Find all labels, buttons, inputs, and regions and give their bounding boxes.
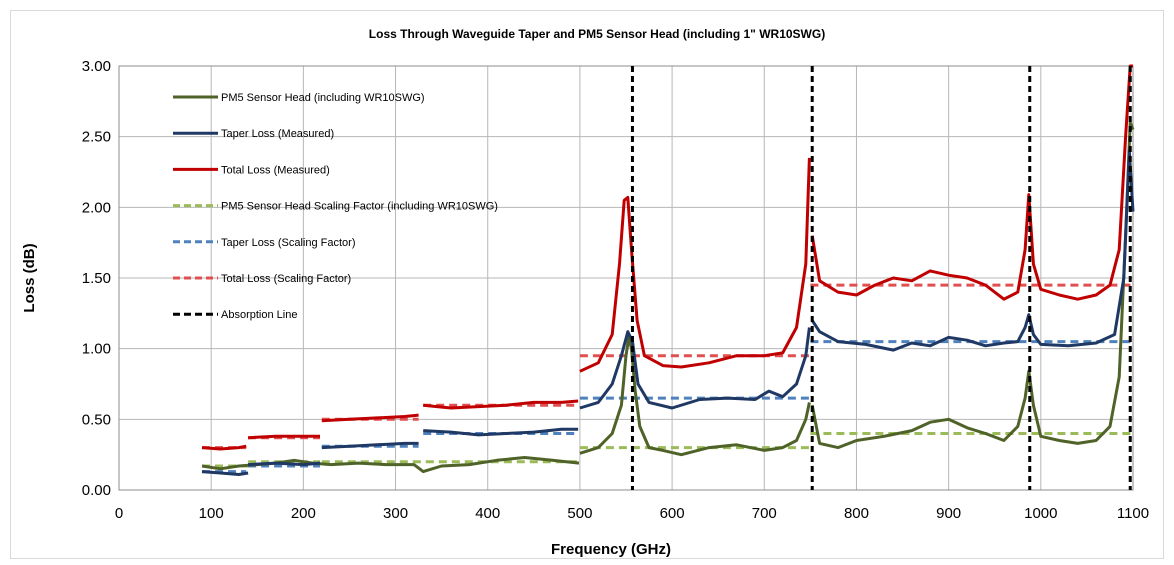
chart-title: Loss Through Waveguide Taper and PM5 Sen… bbox=[369, 27, 825, 41]
legend-label: PM5 Sensor Head Scaling Factor (includin… bbox=[221, 201, 498, 213]
x-tick-label: 0 bbox=[115, 505, 123, 522]
x-tick-label: 300 bbox=[383, 505, 408, 522]
y-tick-label: 3.00 bbox=[82, 58, 111, 75]
taper-loss-measured-line bbox=[201, 470, 249, 476]
x-tick-label: 900 bbox=[936, 505, 961, 522]
legend: PM5 Sensor Head (including WR10SWG) Taper… bbox=[173, 92, 498, 321]
total-loss-measured-line bbox=[248, 434, 320, 440]
plot-area-frame bbox=[118, 65, 1134, 491]
tick-label-layer: 0.00 0.50 1.00 1.50 2.00 2.50 3.00 0 100 200 300 40… bbox=[82, 58, 1149, 522]
grid-layer bbox=[118, 65, 1134, 491]
y-tick-label: 0.00 bbox=[82, 482, 111, 499]
x-tick-label: 200 bbox=[291, 505, 316, 522]
legend-label: Taper Loss (Scaling Factor) bbox=[221, 237, 356, 249]
taper-loss-measured-line bbox=[810, 149, 1135, 352]
y-tick-label: 1.00 bbox=[82, 341, 111, 358]
total-loss-measured-line bbox=[321, 413, 419, 423]
taper-loss-measured-line bbox=[579, 327, 811, 410]
taper-loss-measured-line bbox=[248, 461, 321, 467]
total-loss-measured-line bbox=[579, 157, 811, 373]
x-tick-label: 700 bbox=[752, 505, 777, 522]
legend-label: PM5 Sensor Head (including WR10SWG) bbox=[221, 92, 425, 104]
total-loss-measured-line bbox=[423, 399, 579, 410]
pm5-sensor-head-including-wr10swg-line bbox=[579, 335, 811, 457]
x-tick-label: 100 bbox=[199, 505, 224, 522]
legend-label: Total Loss (Scaling Factor) bbox=[221, 273, 351, 285]
pm5-sensor-head-including-wr10swg-line bbox=[810, 121, 1135, 450]
y-tick-label: 2.50 bbox=[82, 129, 111, 146]
x-tick-label: 800 bbox=[844, 505, 869, 522]
legend-label: Absorption Line bbox=[221, 309, 297, 321]
x-axis-title: Frequency (GHz) bbox=[551, 541, 671, 558]
x-tick-label: 1000 bbox=[1024, 505, 1057, 522]
x-tick-label: 500 bbox=[567, 505, 592, 522]
total-loss-measured-line bbox=[810, 64, 1133, 301]
absorption-line-layer bbox=[630, 66, 1132, 490]
y-tick-label: 2.00 bbox=[82, 199, 111, 216]
y-tick-label: 0.50 bbox=[82, 411, 111, 428]
total-loss-measured-line bbox=[201, 444, 247, 451]
y-tick-label: 1.50 bbox=[82, 270, 111, 287]
x-tick-label: 1100 bbox=[1117, 505, 1149, 522]
x-tick-label: 600 bbox=[660, 505, 685, 522]
y-axis-title: Loss (dB) bbox=[21, 243, 38, 312]
measured-layer bbox=[201, 64, 1135, 476]
chart-border bbox=[10, 10, 1164, 559]
taper-loss-measured-line bbox=[423, 427, 579, 437]
taper-loss-measured-line bbox=[321, 441, 419, 450]
legend-label: Taper Loss (Measured) bbox=[221, 128, 334, 140]
legend-label: Total Loss (Measured) bbox=[221, 164, 330, 176]
x-tick-label: 400 bbox=[475, 505, 500, 522]
